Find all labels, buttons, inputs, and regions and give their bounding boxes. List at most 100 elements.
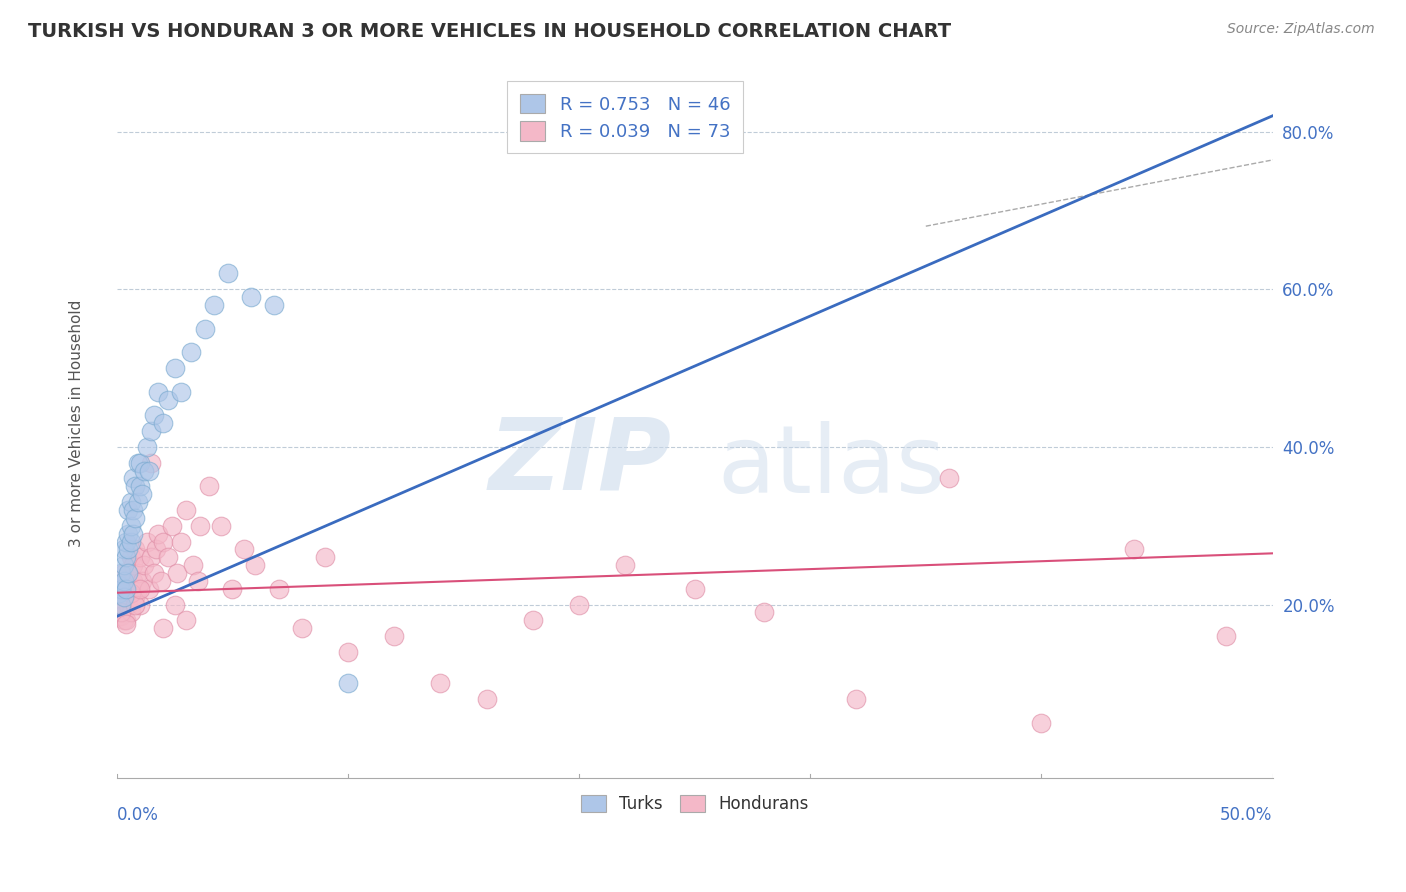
Point <box>217 267 239 281</box>
Text: 3 or more Vehicles in Household: 3 or more Vehicles in Household <box>69 300 84 547</box>
Point <box>110 609 132 624</box>
Point <box>110 566 132 580</box>
Point <box>115 550 138 565</box>
Point <box>221 582 243 596</box>
Point <box>108 609 131 624</box>
Point <box>122 471 145 485</box>
Point <box>1122 542 1144 557</box>
Point <box>152 417 174 431</box>
Point <box>120 534 142 549</box>
Point <box>124 511 146 525</box>
Point <box>112 558 135 573</box>
Point <box>122 574 145 588</box>
Point <box>163 598 186 612</box>
Point <box>202 298 225 312</box>
Text: Source: ZipAtlas.com: Source: ZipAtlas.com <box>1227 22 1375 37</box>
Legend: Turks, Hondurans: Turks, Hondurans <box>574 788 815 820</box>
Point <box>124 542 146 557</box>
Point <box>117 566 139 580</box>
Point <box>314 550 336 565</box>
Point <box>198 479 221 493</box>
Point <box>127 495 149 509</box>
Point <box>122 558 145 573</box>
Point <box>128 456 150 470</box>
Point <box>112 566 135 580</box>
Point <box>120 495 142 509</box>
Point <box>110 578 132 592</box>
Point <box>124 598 146 612</box>
Point <box>128 598 150 612</box>
Point <box>142 566 165 580</box>
Point <box>120 550 142 565</box>
Point <box>127 582 149 596</box>
Point <box>148 526 170 541</box>
Point <box>124 479 146 493</box>
Point <box>160 518 183 533</box>
Point <box>115 534 138 549</box>
Point <box>683 582 706 596</box>
Point <box>115 617 138 632</box>
Point <box>112 590 135 604</box>
Point <box>141 550 163 565</box>
Point <box>163 361 186 376</box>
Text: TURKISH VS HONDURAN 3 OR MORE VEHICLES IN HOUSEHOLD CORRELATION CHART: TURKISH VS HONDURAN 3 OR MORE VEHICLES I… <box>28 22 952 41</box>
Point <box>134 558 156 573</box>
Point <box>245 558 267 573</box>
Point <box>108 586 131 600</box>
Point <box>614 558 637 573</box>
Point <box>138 582 160 596</box>
Point <box>336 645 359 659</box>
Point <box>112 542 135 557</box>
Point <box>336 676 359 690</box>
Point <box>120 518 142 533</box>
Point <box>117 566 139 580</box>
Point <box>145 542 167 557</box>
Point <box>117 542 139 557</box>
Point <box>845 692 868 706</box>
Text: 50.0%: 50.0% <box>1220 806 1272 824</box>
Point <box>112 613 135 627</box>
Text: ZIP: ZIP <box>488 414 672 511</box>
Point <box>112 574 135 588</box>
Point <box>1215 629 1237 643</box>
Point <box>131 487 153 501</box>
Point <box>138 464 160 478</box>
Point <box>194 321 217 335</box>
Point <box>239 290 262 304</box>
Point <box>128 550 150 565</box>
Point <box>108 578 131 592</box>
Point <box>127 456 149 470</box>
Point <box>166 566 188 580</box>
Point <box>938 471 960 485</box>
Point <box>267 582 290 596</box>
Point <box>152 534 174 549</box>
Point <box>149 574 172 588</box>
Point <box>120 582 142 596</box>
Point <box>115 590 138 604</box>
Point <box>122 503 145 517</box>
Point <box>174 503 197 517</box>
Text: atlas: atlas <box>717 421 946 513</box>
Point <box>134 464 156 478</box>
Point <box>568 598 591 612</box>
Point <box>131 574 153 588</box>
Point <box>181 558 204 573</box>
Point <box>1031 715 1053 730</box>
Point <box>112 582 135 596</box>
Point <box>174 613 197 627</box>
Point <box>209 518 232 533</box>
Point <box>135 534 157 549</box>
Point <box>156 392 179 407</box>
Point <box>117 598 139 612</box>
Point <box>156 550 179 565</box>
Point <box>120 586 142 600</box>
Point <box>127 566 149 580</box>
Point <box>522 613 544 627</box>
Point <box>108 586 131 600</box>
Point <box>115 613 138 627</box>
Point <box>128 582 150 596</box>
Point <box>148 384 170 399</box>
Point <box>117 503 139 517</box>
Point <box>128 479 150 493</box>
Point <box>124 590 146 604</box>
